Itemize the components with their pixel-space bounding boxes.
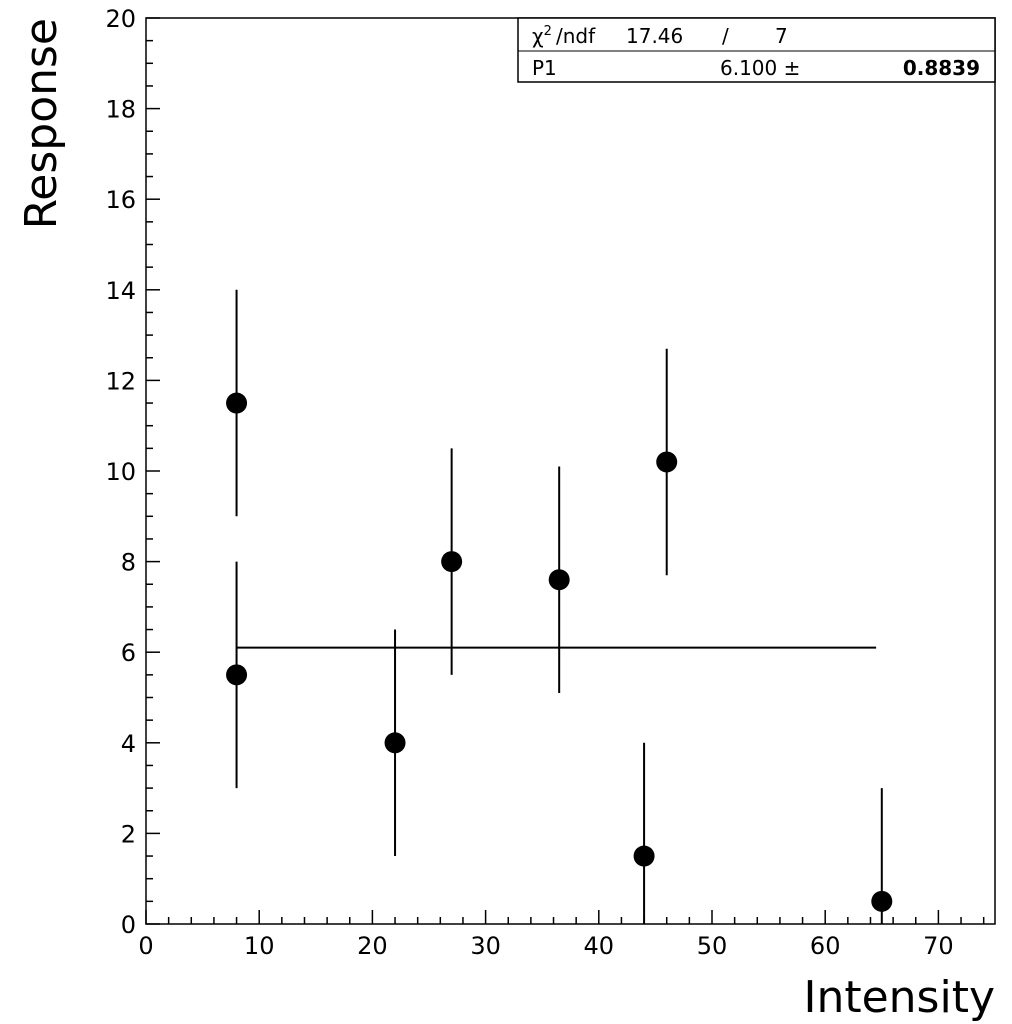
stats-box-frame xyxy=(517,17,996,83)
y-tick-label: 16 xyxy=(105,186,136,214)
y-tick-label: 6 xyxy=(121,639,136,667)
stats-chi2-label: /ndf xyxy=(556,24,596,48)
x-axis-title: Intensity xyxy=(803,972,995,1023)
x-tick-label: 20 xyxy=(357,932,388,960)
data-point xyxy=(441,551,463,573)
y-tick-label: 8 xyxy=(121,549,136,577)
y-tick-label: 14 xyxy=(105,277,136,305)
y-tick-label: 10 xyxy=(105,458,136,486)
x-tick-label: 10 xyxy=(244,932,275,960)
x-tick-label: 40 xyxy=(584,932,615,960)
stats-chi2-value: 17.46 xyxy=(626,24,683,48)
data-point xyxy=(548,569,570,591)
stats-box: χ2 /ndf 17.46 / 7 P1 6.100 ± 0.8839 xyxy=(517,17,996,83)
y-axis-title: Response xyxy=(16,18,67,229)
y-tick-label: 18 xyxy=(105,96,136,124)
y-tick-label: 20 xyxy=(105,5,136,33)
x-tick-label: 70 xyxy=(923,932,954,960)
x-axis: 0 10 20 30 40 50 60 70 xyxy=(138,910,985,960)
y-axis: 0 2 4 6 8 10 12 14 16 18 20 xyxy=(105,5,160,939)
stats-ndf-value: 7 xyxy=(775,24,788,48)
stats-p1-error: 0.8839 xyxy=(903,56,980,80)
x-tick-label: 0 xyxy=(138,932,153,960)
x-tick-label: 30 xyxy=(470,932,501,960)
stats-chi2-separator: / xyxy=(722,24,729,48)
y-tick-label: 0 xyxy=(121,911,136,939)
stats-p1-label: P1 xyxy=(532,56,557,80)
y-tick-label: 12 xyxy=(105,367,136,395)
y-tick-label: 4 xyxy=(121,730,136,758)
data-points xyxy=(226,289,893,924)
data-point xyxy=(871,890,893,912)
stats-p1-value: 6.100 ± xyxy=(720,56,800,80)
data-point xyxy=(384,732,406,754)
data-point xyxy=(226,392,248,414)
y-tick-label: 2 xyxy=(121,820,136,848)
x-tick-label: 60 xyxy=(810,932,841,960)
x-tick-label: 50 xyxy=(697,932,728,960)
data-point xyxy=(226,664,248,686)
data-point xyxy=(633,845,655,867)
data-point xyxy=(656,451,678,473)
plot-frame xyxy=(145,17,996,925)
